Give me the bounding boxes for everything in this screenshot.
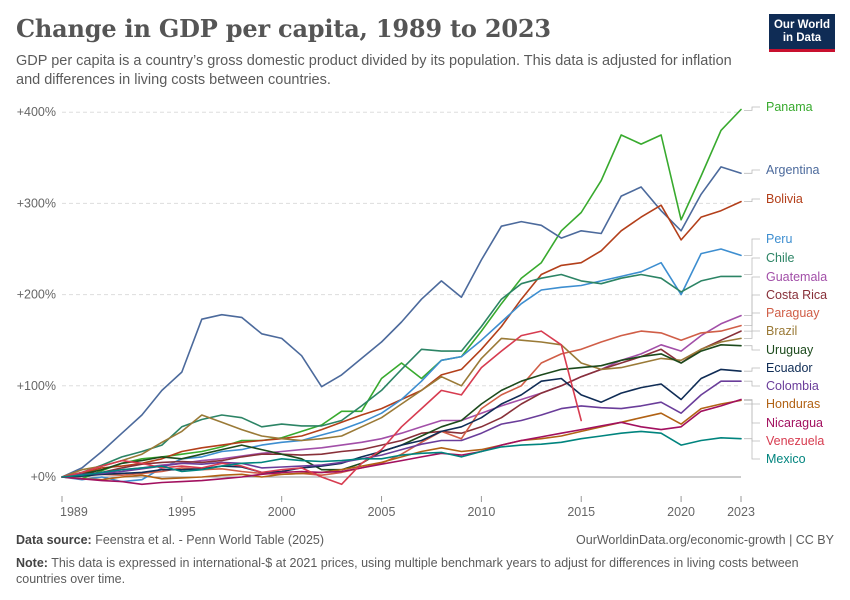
data-source-label: Data source: — [16, 533, 92, 547]
legend-label-nicaragua[interactable]: Nicaragua — [766, 416, 823, 430]
chart-note: Note: This data is expressed in internat… — [16, 555, 806, 587]
note-label: Note: — [16, 556, 48, 570]
label-leader-line — [744, 198, 760, 202]
x-tick-label: 2015 — [567, 505, 595, 519]
legend-label-bolivia[interactable]: Bolivia — [766, 192, 803, 206]
series-line-venezuela[interactable] — [61, 330, 582, 486]
series-line-nicaragua[interactable] — [61, 398, 742, 486]
y-tick-label: +400% — [17, 105, 56, 119]
chart-title: Change in GDP per capita, 1989 to 2023 — [16, 14, 551, 43]
x-tick-label: 2020 — [667, 505, 695, 519]
series-line-argentina[interactable] — [61, 166, 742, 478]
data-source: Data source: Feenstra et al. - Penn Worl… — [16, 533, 324, 547]
legend-label-colombia[interactable]: Colombia — [766, 379, 819, 393]
legend-label-chile[interactable]: Chile — [766, 251, 795, 265]
series-line-bolivia[interactable] — [61, 200, 742, 478]
label-leader-line — [744, 380, 760, 387]
label-leader-line — [744, 403, 760, 442]
data-source-text: Feenstra et al. - Penn World Table (2025… — [95, 533, 325, 547]
legend-label-argentina[interactable]: Argentina — [766, 163, 820, 177]
y-tick-label: +300% — [17, 196, 56, 210]
label-leader-line — [744, 257, 760, 275]
legend-label-uruguay[interactable]: Uruguay — [766, 343, 814, 357]
label-leader-line — [744, 106, 760, 111]
series-line-peru[interactable] — [61, 248, 742, 483]
legend-label-guatemala[interactable]: Guatemala — [766, 270, 827, 284]
series-line-costa-rica[interactable] — [61, 330, 742, 478]
legend-label-mexico[interactable]: Mexico — [766, 452, 806, 466]
label-leader-line — [744, 330, 760, 339]
label-leader-line — [744, 169, 760, 174]
label-leader-line — [744, 438, 760, 460]
x-tick-label: 2005 — [368, 505, 396, 519]
series-line-honduras[interactable] — [61, 399, 742, 481]
logo-line-2: in Data — [782, 31, 822, 44]
series-line-colombia[interactable] — [61, 380, 742, 478]
legend-label-venezuela[interactable]: Venezuela — [766, 434, 824, 448]
label-leader-line — [744, 238, 760, 256]
y-tick-label: +100% — [17, 379, 56, 393]
legend-label-honduras[interactable]: Honduras — [766, 397, 820, 411]
legend-label-ecuador[interactable]: Ecuador — [766, 361, 813, 375]
note-text: This data is expressed in international-… — [16, 556, 799, 586]
source-url-link[interactable]: OurWorldinData.org/economic-growth | CC … — [576, 533, 834, 547]
legend-label-peru[interactable]: Peru — [766, 232, 792, 246]
series-line-paraguay[interactable] — [61, 324, 742, 478]
series-line-chile[interactable] — [61, 273, 742, 478]
chart-subtitle: GDP per capita is a country’s gross dome… — [16, 53, 732, 88]
series-line-guatemala[interactable] — [61, 314, 742, 478]
logo-line-1: Our World — [773, 18, 830, 31]
series-line-brazil[interactable] — [61, 337, 742, 478]
x-tick-label: 2000 — [268, 505, 296, 519]
y-tick-label: +200% — [17, 288, 56, 302]
x-tick-label: 2010 — [467, 505, 495, 519]
legend-label-paraguay[interactable]: Paraguay — [766, 306, 820, 320]
y-tick-label: +0% — [31, 470, 56, 484]
grid-layer: +0% +100% +200% +300% +400% — [17, 105, 741, 484]
owid-logo[interactable]: Our World in Data — [769, 14, 835, 52]
line-chart: +0% +100% +200% +300% +400% 1989 1995 2000 2005… — [17, 100, 827, 519]
legend-labels: Panama Argentina Bolivia Peru Chile Guatemala… — [744, 100, 827, 466]
x-axis: 1989 1995 2000 2005 2010 2015 2020 2023 — [60, 476, 755, 519]
legend-label-brazil[interactable]: Brazil — [766, 324, 797, 338]
legend-label-costa-rica[interactable]: Costa Rica — [766, 288, 827, 302]
series-line-mexico[interactable] — [61, 430, 742, 478]
series-layer — [61, 108, 742, 486]
legend-label-panama[interactable]: Panama — [766, 100, 813, 114]
label-leader-line — [744, 367, 760, 372]
x-tick-label: 1989 — [60, 505, 88, 519]
label-leader-line — [744, 345, 760, 351]
x-tick-label: 2023 — [727, 505, 755, 519]
x-tick-label: 1995 — [168, 505, 196, 519]
label-leader-line — [744, 312, 760, 326]
series-line-panama[interactable] — [61, 108, 742, 480]
